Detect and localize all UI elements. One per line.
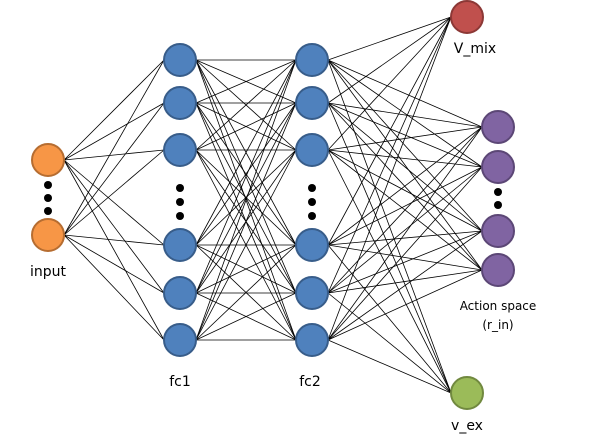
ellipsis-dot xyxy=(176,198,184,206)
connection-edge xyxy=(327,166,483,246)
ellipsis-dot xyxy=(494,201,502,209)
connection-edge xyxy=(327,16,452,246)
connection-edge xyxy=(63,59,165,236)
action-space-label: Action space xyxy=(460,299,537,313)
connection-edge xyxy=(63,159,165,246)
connection-edge xyxy=(327,16,452,294)
ellipsis-dot xyxy=(308,198,316,206)
connection-edge xyxy=(327,126,483,341)
connection-edge xyxy=(327,102,483,232)
input-label: input xyxy=(30,264,67,280)
connection-edge xyxy=(327,149,483,232)
connection-edge xyxy=(327,16,452,151)
connection-edge xyxy=(327,102,483,128)
connection-edge xyxy=(327,166,483,341)
fc1-node xyxy=(163,228,197,262)
fc1-node xyxy=(163,86,197,120)
ellipsis-dot xyxy=(494,188,502,196)
connection-edge xyxy=(327,16,452,104)
connection-edge xyxy=(195,102,297,294)
ellipsis-dot xyxy=(308,212,316,220)
v-mix-node xyxy=(450,0,484,34)
connection-edge xyxy=(195,244,297,294)
connection-edge xyxy=(195,102,297,341)
connection-edge xyxy=(327,59,483,271)
connection-edge xyxy=(195,102,297,246)
connection-edge xyxy=(327,126,483,246)
ellipsis-dots xyxy=(44,181,502,220)
action-node xyxy=(481,253,515,287)
connection-edge xyxy=(327,59,483,168)
fc1-node xyxy=(163,323,197,357)
action-node xyxy=(481,110,515,144)
fc1-node xyxy=(163,276,197,310)
fc1-node xyxy=(163,43,197,77)
connection-edge xyxy=(327,59,483,128)
fc2-label: fc2 xyxy=(299,374,321,390)
connection-edge xyxy=(327,149,483,168)
connection-edge xyxy=(195,292,297,341)
ellipsis-dot xyxy=(44,207,52,215)
connection-edge xyxy=(63,159,165,341)
connection-edge xyxy=(195,59,297,246)
connection-edge xyxy=(195,59,297,294)
ellipsis-dot xyxy=(44,194,52,202)
fc1-label: fc1 xyxy=(169,374,191,390)
fc1-node xyxy=(163,133,197,167)
fc2-node xyxy=(295,86,329,120)
ellipsis-dot xyxy=(176,212,184,220)
connection-edge xyxy=(195,244,297,341)
fc2-node xyxy=(295,276,329,310)
connection-edge xyxy=(327,244,483,271)
connection-edge xyxy=(327,102,452,394)
connection-edge xyxy=(327,16,452,61)
input-node xyxy=(31,143,65,177)
action-node xyxy=(481,150,515,184)
connection-edge xyxy=(63,234,165,341)
connection-edge xyxy=(327,126,483,294)
connection-edge xyxy=(327,230,483,294)
connection-edge xyxy=(195,59,297,151)
connection-edge xyxy=(63,59,165,161)
connection-edge xyxy=(63,149,165,236)
v-ex-node xyxy=(450,376,484,410)
connection-edge xyxy=(63,234,165,294)
connection-edge xyxy=(327,59,483,232)
fc2-node xyxy=(295,43,329,77)
connection-edge xyxy=(63,102,165,161)
connection-edge xyxy=(195,59,297,104)
connection-edge xyxy=(63,102,165,236)
action-space-sublabel: (r_in) xyxy=(482,318,513,332)
v-mix-label: V_mix xyxy=(454,41,496,57)
ellipsis-dot xyxy=(176,184,184,192)
v-ex-label: v_ex xyxy=(451,418,483,434)
nodes xyxy=(31,0,515,410)
connection-edge xyxy=(195,59,297,341)
connection-edge xyxy=(327,269,483,341)
fc2-node xyxy=(295,323,329,357)
connection-edge xyxy=(195,102,297,151)
connection-edge xyxy=(327,244,452,394)
ellipsis-dot xyxy=(308,184,316,192)
connection-edge xyxy=(327,230,483,341)
connection-edge xyxy=(63,159,165,294)
connection-edge xyxy=(327,269,483,294)
fc2-node xyxy=(295,228,329,262)
connection-edge xyxy=(327,339,452,394)
connection-edge xyxy=(327,230,483,246)
fc2-node xyxy=(295,133,329,167)
connection-edge xyxy=(63,234,165,246)
connection-edge xyxy=(327,292,452,394)
connection-edge xyxy=(327,16,452,341)
connection-edge xyxy=(195,149,297,341)
connections xyxy=(63,16,483,394)
ellipsis-dot xyxy=(44,181,52,189)
connection-edge xyxy=(63,149,165,161)
input-node xyxy=(31,218,65,252)
action-node xyxy=(481,214,515,248)
connection-edge xyxy=(327,102,483,168)
